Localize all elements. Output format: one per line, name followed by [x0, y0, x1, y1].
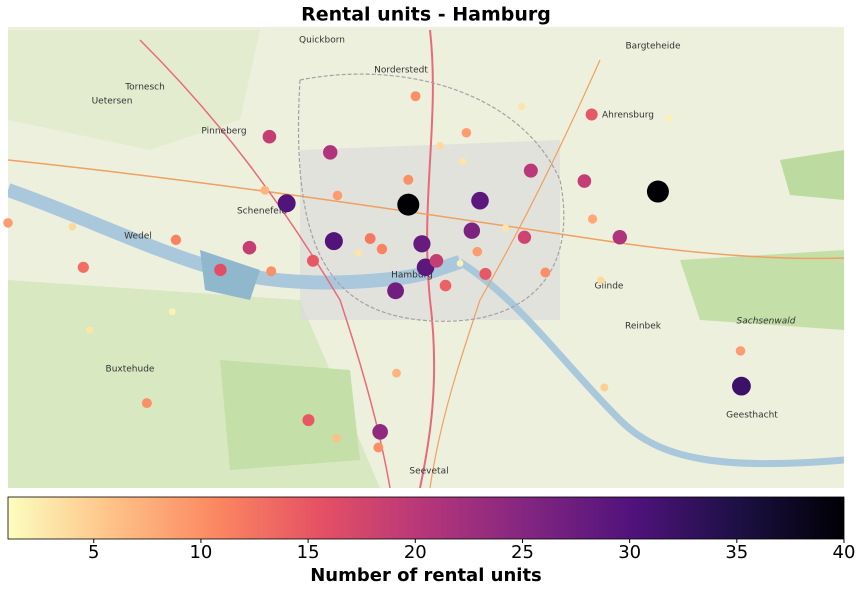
points	[3, 91, 751, 453]
point	[523, 163, 538, 178]
point	[612, 230, 627, 245]
point	[397, 193, 420, 216]
point	[168, 308, 176, 316]
point	[306, 254, 319, 267]
point	[596, 276, 605, 285]
point	[392, 368, 401, 378]
point	[479, 267, 492, 280]
map-label: Reinbek	[625, 322, 662, 332]
point	[517, 230, 532, 244]
colorbar-tick-label: 30	[618, 542, 641, 563]
colorbar-tick-label: 40	[833, 542, 856, 563]
point	[439, 279, 452, 292]
map-label: Schenefeld	[237, 207, 287, 217]
point	[540, 267, 551, 278]
point	[456, 259, 464, 267]
point	[732, 376, 751, 396]
point	[587, 214, 598, 224]
map-label: Uetersen	[92, 97, 133, 107]
point	[262, 129, 277, 144]
colorbar-tick-label: 15	[297, 542, 320, 563]
point	[376, 243, 388, 255]
point	[461, 127, 472, 138]
point	[429, 253, 444, 268]
point	[416, 258, 435, 277]
colorbar-tick-label: 5	[88, 542, 99, 563]
point	[3, 218, 13, 228]
point	[472, 246, 483, 257]
point	[577, 174, 592, 188]
colorbar-tick-label: 35	[725, 542, 748, 563]
colorbar-tick-label: 20	[404, 542, 427, 563]
point	[665, 115, 673, 122]
point	[324, 232, 343, 251]
map-label: Seevetal	[409, 467, 448, 477]
point	[260, 185, 270, 195]
chart-title: Rental units - Hamburg	[301, 4, 551, 26]
point	[170, 234, 182, 246]
point	[364, 233, 376, 244]
map-label: Pinneberg	[201, 127, 246, 137]
point	[463, 222, 481, 239]
point	[332, 190, 343, 201]
point	[501, 224, 510, 232]
map-label: Norderstedt	[374, 66, 428, 76]
point	[585, 108, 598, 121]
point	[354, 249, 362, 257]
point	[518, 103, 526, 111]
map-label: Sachsenwald	[737, 317, 796, 327]
colorbar-tick-label: 10	[189, 542, 212, 563]
point	[471, 191, 489, 210]
map-label: Buxtehude	[106, 365, 155, 375]
point	[141, 398, 152, 409]
point	[332, 434, 341, 443]
point	[387, 282, 404, 300]
colorbar	[7, 496, 845, 540]
colorbar-tick-label: 25	[511, 542, 534, 563]
map-label: Quickborn	[299, 36, 345, 46]
point	[436, 142, 444, 150]
point	[302, 414, 315, 427]
point	[735, 346, 746, 356]
point	[214, 263, 227, 277]
point	[277, 194, 296, 213]
map-label: Wedel	[124, 232, 152, 242]
point	[242, 240, 257, 255]
point	[323, 145, 338, 160]
colorbar-label: Number of rental units	[310, 565, 542, 586]
point	[373, 442, 384, 453]
point	[403, 174, 414, 185]
map-label: Tornesch	[124, 83, 165, 93]
point	[410, 91, 421, 102]
point	[86, 326, 94, 334]
map-label: Bargteheide	[625, 42, 680, 52]
map-background: Hamburg Wedel Pinneberg Norderstedt Ahre…	[8, 27, 844, 488]
map-label: Ahrensburg	[602, 111, 654, 121]
map-label: Glinde	[595, 282, 624, 292]
point	[459, 157, 467, 166]
point	[413, 235, 431, 253]
point	[77, 261, 89, 273]
point	[600, 383, 609, 392]
point	[266, 266, 277, 277]
map-label: Geesthacht	[726, 411, 778, 421]
point	[372, 424, 388, 440]
point	[68, 223, 77, 231]
map-label: Hamburg	[391, 271, 433, 281]
point	[646, 180, 669, 203]
